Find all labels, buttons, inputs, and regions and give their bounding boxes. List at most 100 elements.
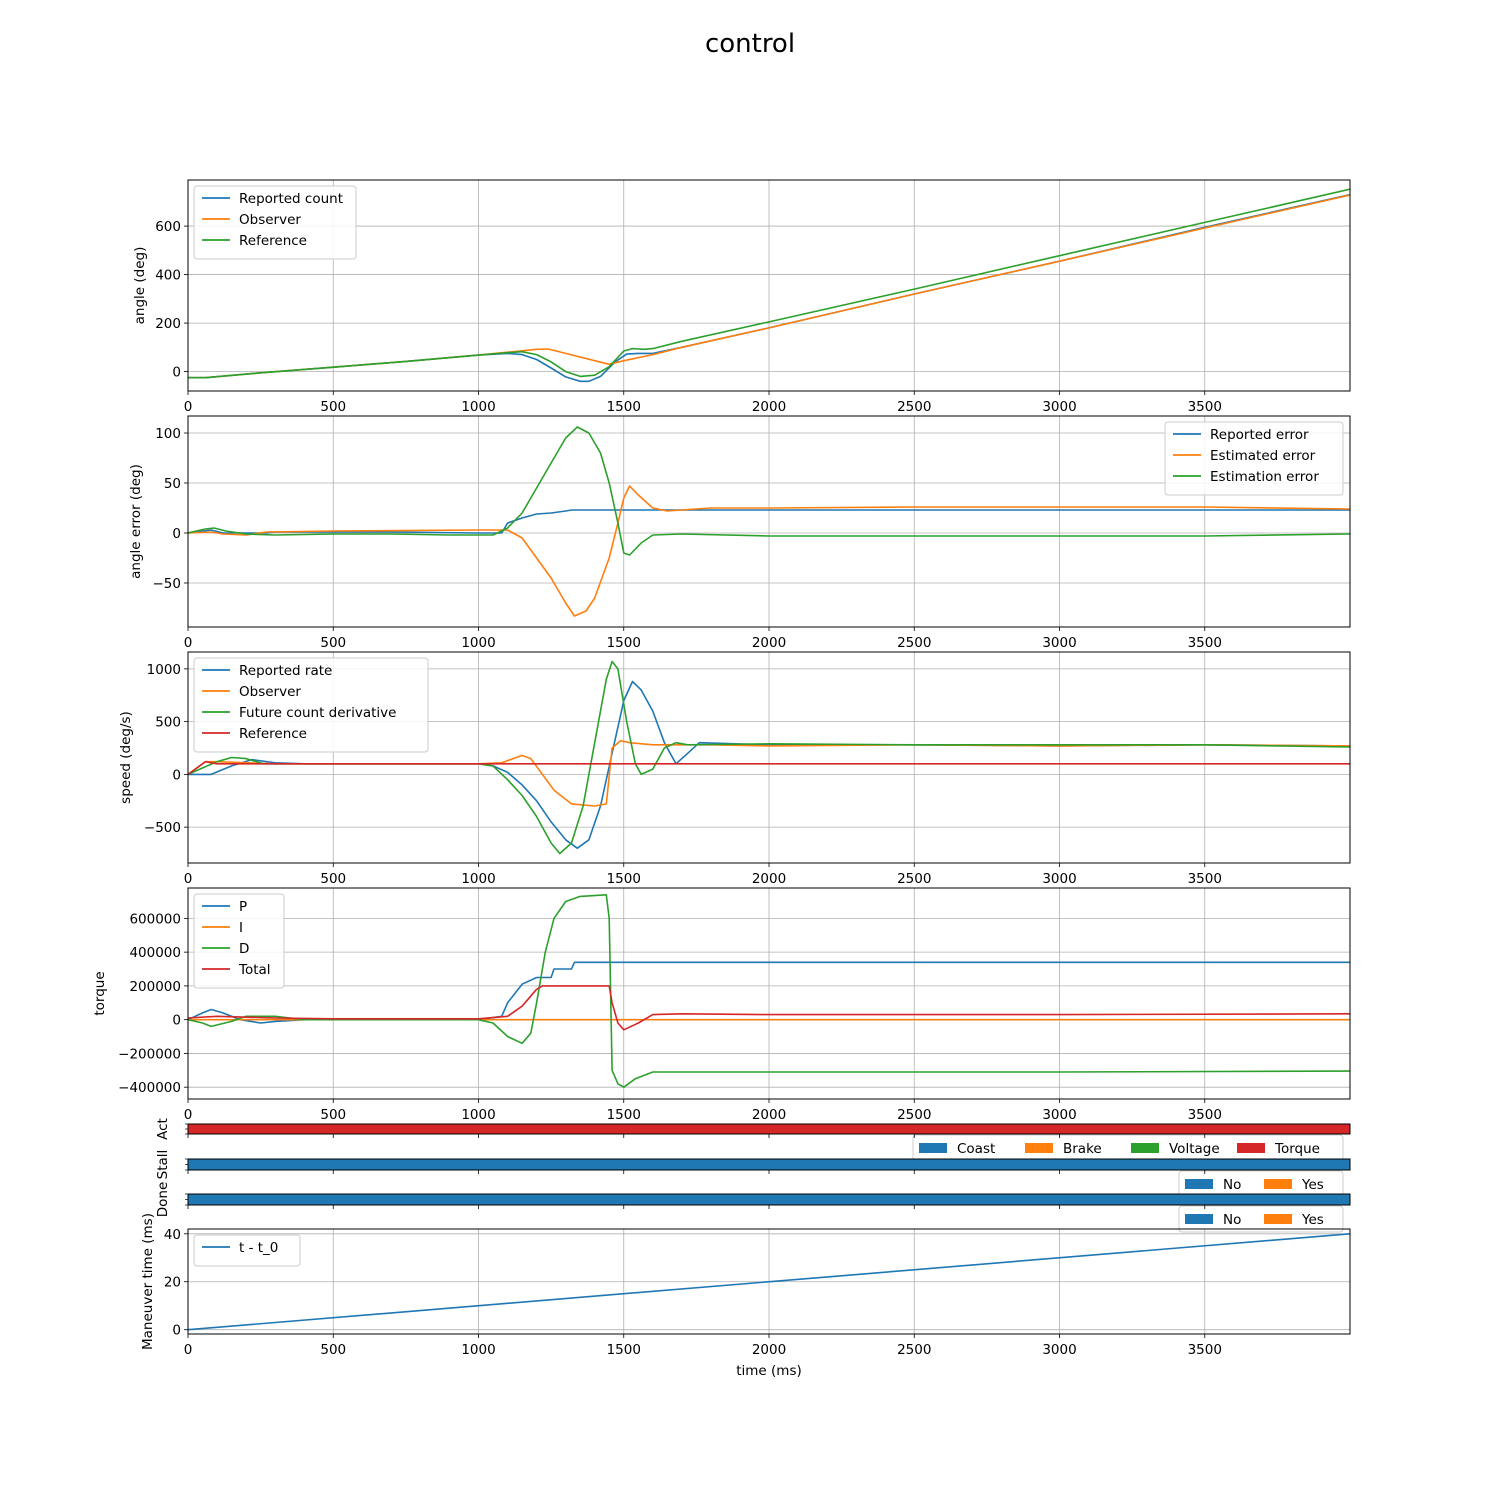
legend-swatch (1185, 1179, 1213, 1189)
y-axis-label: angle error (deg) (128, 464, 144, 579)
y-tick-label: 50 (164, 476, 181, 492)
figure-title: control (705, 29, 795, 59)
legend: Reported count Observer Reference (193, 185, 357, 260)
legend-entry: I (239, 920, 243, 936)
x-tick-label: 3000 (1042, 1107, 1076, 1123)
legend-box (1178, 1205, 1344, 1233)
y-tick-label: 40 (164, 1227, 181, 1243)
y-tick-label: 200000 (129, 979, 181, 995)
x-tick-label: 1500 (607, 1342, 641, 1358)
legend-swatch (1131, 1143, 1159, 1153)
subplot-angle: 0 200 400 600 angle (deg) Reported count Obser… (132, 179, 1351, 415)
legend-swatch (1264, 1214, 1292, 1224)
series-lines (188, 1233, 1350, 1331)
x-tick-label: 1000 (461, 635, 495, 651)
x-tick-label: 500 (320, 1342, 346, 1358)
legend-entry: Reference (239, 233, 307, 249)
legend-swatch (919, 1143, 947, 1153)
series-line-total (188, 985, 1350, 1031)
legend: t - t_0 (193, 1234, 301, 1267)
y-tick-label: 500 (155, 715, 181, 731)
y-tick-label: 400 (155, 268, 181, 284)
x-tick-label: 2500 (897, 635, 931, 651)
x-tick-label: 500 (320, 871, 346, 887)
y-axis-label: torque (92, 971, 108, 1015)
grid-lines (187, 416, 1350, 627)
legend-entry: Future count derivative (239, 705, 396, 721)
legend-entry: Estimation error (1210, 469, 1319, 485)
legend-entry: No (1223, 1212, 1241, 1228)
x-tick-label: 1000 (461, 1107, 495, 1123)
legend-box (193, 185, 357, 260)
grid-lines (187, 180, 1350, 391)
legend-entry: Yes (1301, 1177, 1324, 1193)
x-tick-label: 1000 (461, 871, 495, 887)
series-line-estimation-error (188, 426, 1350, 556)
series-line-d (188, 894, 1350, 1088)
y-tick-label: −200000 (118, 1046, 181, 1062)
legend-entry: Observer (239, 684, 301, 700)
x-tick-label: 3000 (1042, 871, 1076, 887)
legend-entry: Estimated error (1210, 448, 1316, 464)
x-tick-label: 1000 (461, 1342, 495, 1358)
y-tick-label: 1000 (147, 662, 181, 678)
legend-box (193, 893, 285, 989)
subplot-stall: Stall No Yes (155, 1150, 1351, 1198)
y-tick-label: −500 (144, 820, 181, 836)
subplot-error: −50 0 50 100 angle error (deg) Reported error… (128, 415, 1351, 651)
legend-entry: Observer (239, 212, 301, 228)
subplot-act: Act Coast Brake Voltage Torque (155, 1118, 1351, 1162)
legend-entry: Reported error (1210, 427, 1309, 443)
x-tick-label: 2000 (752, 399, 786, 415)
x-tick-label: 2000 (752, 871, 786, 887)
legend-entry: Reported rate (239, 663, 332, 679)
y-tick-label: 600000 (129, 911, 181, 927)
legend-entry: Reported count (239, 191, 343, 207)
series-line-t-t-0 (188, 1233, 1350, 1331)
x-tick-label: 2000 (752, 1107, 786, 1123)
legend: No Yes (1178, 1205, 1344, 1233)
subplot-maneuver: 0 20 40 Maneuver time (ms) t - t_0 0 500 1000 15… (140, 1213, 1351, 1379)
y-axis-label: Done (155, 1182, 171, 1218)
legend-entry: t - t_0 (239, 1240, 278, 1256)
x-tick-label: 1500 (607, 871, 641, 887)
y-tick-label: 20 (164, 1275, 181, 1291)
x-tick-label: 3500 (1188, 399, 1222, 415)
legend-swatch (1237, 1143, 1265, 1153)
x-tick-label: 1500 (607, 635, 641, 651)
x-tick-label: 3500 (1188, 1342, 1222, 1358)
legend-box (193, 1234, 301, 1267)
y-tick-label: −50 (153, 576, 182, 592)
x-tick-label: 2500 (897, 399, 931, 415)
x-axis-label: time (ms) (736, 1363, 802, 1379)
legend-entry: D (239, 941, 249, 957)
y-tick-label: 100 (155, 426, 181, 442)
legend-entry: Yes (1301, 1212, 1324, 1228)
x-tick-label: 500 (320, 635, 346, 651)
y-tick-label: 0 (172, 526, 181, 542)
x-tick-label: 3000 (1042, 399, 1076, 415)
x-tick-label: 2500 (897, 1107, 931, 1123)
x-tick-label: 3500 (1188, 1107, 1222, 1123)
y-tick-label: 200 (155, 316, 181, 332)
y-tick-label: 0 (172, 365, 181, 381)
grid-lines (187, 888, 1350, 1099)
subplot-done: Done No Yes (155, 1182, 1351, 1233)
x-tick-label: 500 (320, 399, 346, 415)
x-tick-label: 1000 (461, 399, 495, 415)
series-lines (188, 188, 1350, 383)
legend: Reported rate Observer Future count deriva… (193, 657, 429, 753)
series-line-reference (188, 188, 1350, 379)
y-tick-label: 400000 (129, 945, 181, 961)
legend-entry: Reference (239, 726, 307, 742)
y-tick-label: 0 (172, 1323, 181, 1339)
y-axis-label: Maneuver time (ms) (140, 1213, 156, 1350)
series-lines (188, 660, 1350, 855)
x-tick-label: 3000 (1042, 635, 1076, 651)
legend: Reported error Estimated error Estimation … (1164, 421, 1344, 496)
x-tick-label: 2000 (752, 635, 786, 651)
series-lines (188, 894, 1350, 1088)
legend-entry: P (239, 899, 247, 915)
legend-swatch (1185, 1214, 1213, 1224)
